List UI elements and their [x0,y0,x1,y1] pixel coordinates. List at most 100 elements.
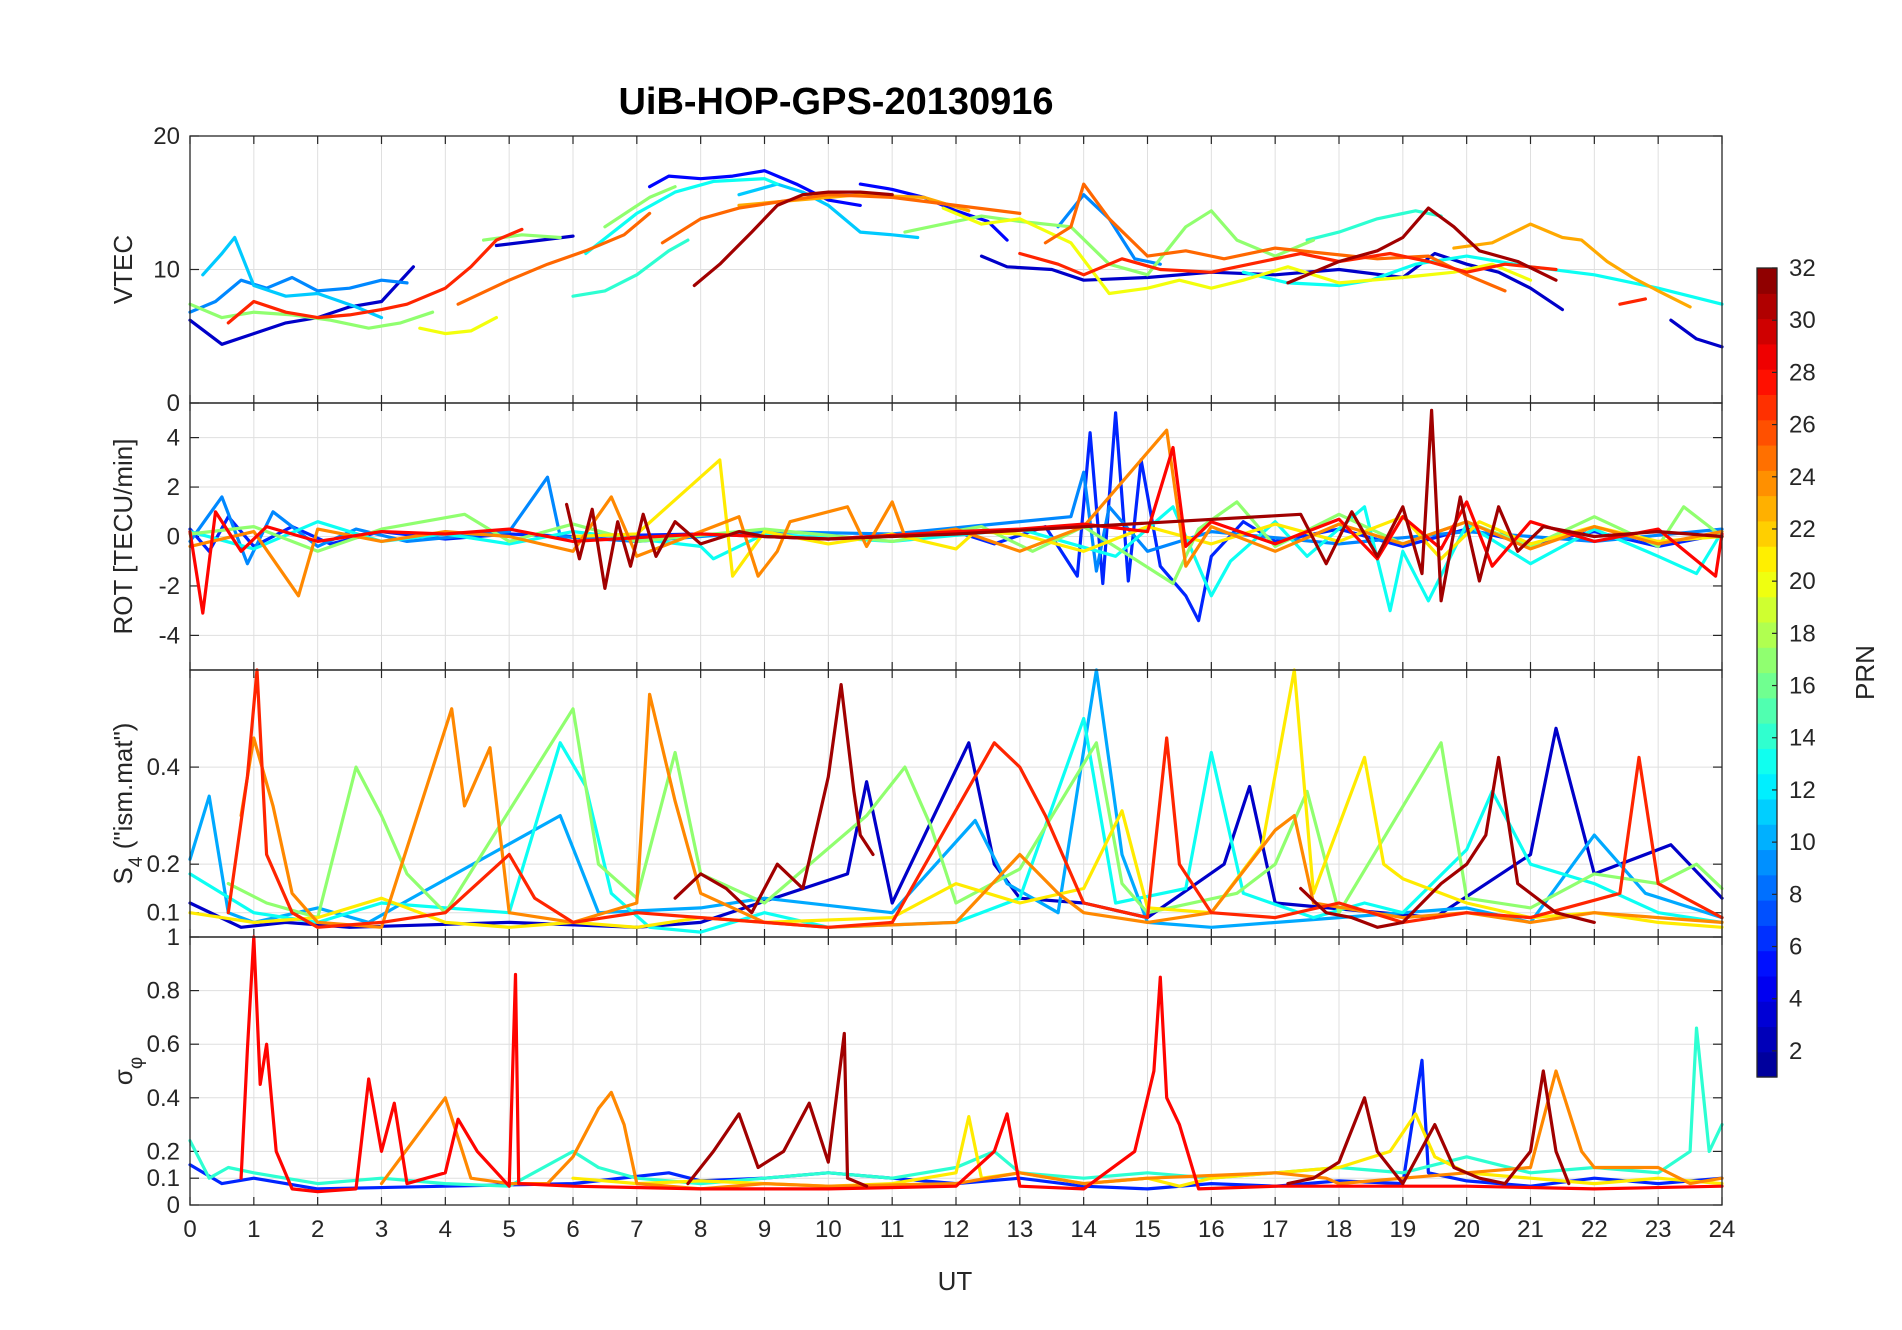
colorbar-segment [1757,318,1777,345]
y-axis-label: VTEC [108,235,138,304]
x-tick-label: 10 [815,1216,842,1243]
x-tick-label: 4 [439,1216,452,1243]
y-tick-label: 0.6 [147,1031,180,1058]
traces [188,668,1724,934]
colorbar-tick-label: 10 [1789,829,1816,856]
prn-27-trace [226,668,1724,929]
panel-4: 00.10.2 0.4 0.6 0.8 1 σφ [108,924,1724,1219]
y-tick-label: -4 [159,622,180,649]
y-axis-label: ROT [TECU/min] [108,439,138,635]
x-tick-label: 1 [247,1216,260,1243]
colorbar-tick-label: 8 [1789,881,1802,908]
prn-9-trace [188,275,409,314]
panel-frame [189,936,1723,1206]
colorbar-segment [1757,748,1777,775]
prn-27-trace [1618,297,1647,306]
prn-13-trace [188,505,1724,613]
x-tick-label: 22 [1581,1216,1608,1243]
x-tick-label: 20 [1453,1216,1480,1243]
x-tick-label: 17 [1262,1216,1289,1243]
colorbar-segment [1757,394,1777,421]
colorbar-segment [1757,723,1777,749]
colorbar-segment [1757,369,1777,396]
prn-28-trace [239,935,1724,1194]
panel-3: 0.1 0.2 0.4S4 ("ism.mat") [108,668,1724,938]
colorbar-tick-label: 30 [1789,307,1816,334]
y-tick-label: 0.2 [147,1138,180,1165]
y-tick-label: 0 [167,390,180,417]
y-tick-label: 1 [167,924,180,951]
prn-17-trace [903,209,1316,277]
y-tick-label: 0.1 [147,1165,180,1192]
colorbar-segment [1757,293,1777,320]
y-tick-label: 0.1 [147,900,180,927]
y-tick-label: 0.8 [147,978,180,1005]
prn-31-trace [692,190,894,288]
traces [188,169,1724,349]
colorbar-segment [1757,925,1777,952]
traces [188,408,1724,623]
y-tick-label: 0.4 [147,754,180,781]
colorbar-tick-label: 22 [1789,516,1816,543]
colorbar-tick-label: 16 [1789,673,1816,700]
x-axis-label: UT [938,1266,973,1296]
prn-25-trace [456,211,652,306]
colorbar-segment [1757,647,1777,674]
prn-17-trace [603,185,677,229]
colorbar-tick-label: 24 [1789,464,1816,491]
prn-31-trace [673,683,875,915]
x-tick-label: 11 [880,1216,905,1243]
prn-27-trace [1018,251,1558,277]
y-axis-label: S4 ("ism.mat") [108,723,147,885]
colorbar-tick-label: 6 [1789,934,1802,961]
prn-31-trace [686,1031,869,1188]
x-tick-label: 5 [502,1216,515,1243]
colorbar-tick-label: 20 [1789,568,1816,595]
y-tick-label: -2 [159,573,180,600]
prn-13-trace [188,716,1724,934]
prn-23-trace [1452,222,1692,309]
colorbar-segment [1757,419,1777,446]
colorbar-segment [1757,672,1777,699]
x-tick-label: 13 [1006,1216,1033,1243]
prn-13-trace [584,177,779,256]
x-tick-label: 6 [566,1216,579,1243]
y-tick-label: 10 [153,257,180,284]
prn-27-trace [226,227,524,325]
traces [188,935,1724,1194]
x-tick-label: 8 [694,1216,707,1243]
x-tick-label: 16 [1198,1216,1225,1243]
x-tick-label: 15 [1134,1216,1161,1243]
prn-31-trace [1299,755,1596,929]
prn-13-trace [1241,254,1724,306]
colorbar-segment [1757,495,1777,522]
prn-24-trace [379,1069,1724,1191]
colorbar-segment [1757,268,1777,294]
prn-3-trace [494,234,575,248]
prn-14-trace [571,238,690,298]
x-tick-label: 3 [375,1216,388,1243]
prn-3-trace [1669,318,1724,349]
colorbar-segment [1757,1001,1777,1028]
colorbar-segment [1757,849,1777,876]
prn-31-trace [565,408,1724,603]
prn-25-trace [1043,182,1507,293]
colorbar-segment [1757,621,1777,648]
prn-20-trace [418,316,498,336]
prn-17-trace [482,233,562,242]
y-tick-label: 0.4 [147,1085,180,1112]
colorbar-tick-label: 28 [1789,359,1816,386]
x-tick-label: 19 [1389,1216,1416,1243]
colorbar-tick-label: 14 [1789,725,1816,752]
x-tick-label: 18 [1326,1216,1353,1243]
prn-25-trace [660,193,1022,245]
colorbar-tick-label: 4 [1789,986,1802,1013]
x-tick-label: 23 [1645,1216,1672,1243]
prn-28-trace [188,445,1724,615]
prn-3-trace [188,265,415,346]
colorbar-segment [1757,773,1777,800]
colorbar-segment [1757,824,1777,851]
colorbar-segment [1757,546,1777,572]
